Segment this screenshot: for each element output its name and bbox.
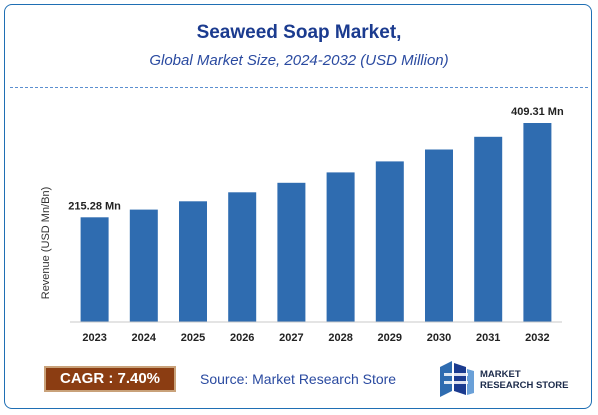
source-text: Source: Market Research Store xyxy=(200,371,397,387)
header-divider xyxy=(10,87,588,88)
bar-2031 xyxy=(474,136,503,322)
logo-mark-icon xyxy=(440,361,474,397)
market-research-store-logo: MARKET RESEARCH STORE xyxy=(436,361,576,397)
data-label-2032: 409.31 Mn xyxy=(511,106,564,118)
logo-line-2: RESEARCH STORE xyxy=(480,380,569,391)
bar-2024 xyxy=(129,209,158,322)
x-tick-label-2029: 2029 xyxy=(378,332,402,344)
chart-subtitle: Global Market Size, 2024-2032 (USD Milli… xyxy=(149,52,449,69)
cagr-badge: CAGR : 7.40% xyxy=(44,366,176,392)
bar-2027 xyxy=(277,182,306,322)
bar-2028 xyxy=(326,172,355,322)
x-tick-label-2025: 2025 xyxy=(181,332,205,344)
x-tick-labels: 2023 2024 2025 2026 2027 2028 2029 2030 2031 2032 xyxy=(82,332,549,344)
x-tick-label-2031: 2031 xyxy=(476,332,500,344)
x-tick-label-2023: 2023 xyxy=(82,332,106,344)
x-tick-label-2032: 2032 xyxy=(525,332,549,344)
data-labels: 215.28 Mn 409.31 Mn xyxy=(68,106,564,212)
x-tick-label-2030: 2030 xyxy=(427,332,451,344)
chart-title: Seaweed Soap Market, xyxy=(196,22,402,43)
x-tick-label-2026: 2026 xyxy=(230,332,254,344)
x-tick-label-2027: 2027 xyxy=(279,332,303,344)
bar-2030 xyxy=(425,149,453,322)
bar-2023 xyxy=(80,217,109,322)
data-label-2023: 215.28 Mn xyxy=(68,200,121,212)
x-tick-label-2028: 2028 xyxy=(328,332,352,344)
logo-text: MARKET RESEARCH STORE xyxy=(480,369,569,391)
bar-2032 xyxy=(523,123,552,322)
bars-group xyxy=(80,123,552,322)
logo-line-1: MARKET xyxy=(480,369,521,380)
bar-2025 xyxy=(179,201,207,322)
bar-2026 xyxy=(228,192,257,322)
x-tick-label-2024: 2024 xyxy=(132,332,157,344)
bar-2029 xyxy=(375,161,404,322)
